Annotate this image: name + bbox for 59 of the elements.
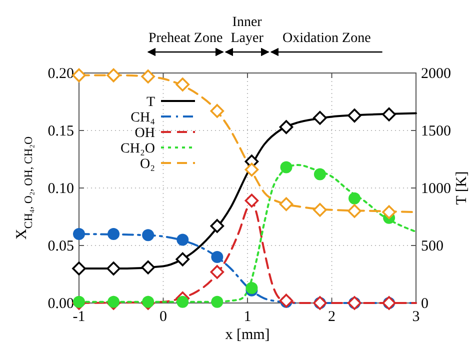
y-tick-label: 0.10 <box>48 181 74 197</box>
point <box>73 228 85 240</box>
point <box>244 194 259 208</box>
point <box>211 251 224 263</box>
text: Preheat Zone <box>148 31 223 46</box>
legend-label: O₂ <box>140 157 156 172</box>
point <box>313 202 327 217</box>
point <box>106 262 120 276</box>
point <box>72 68 86 82</box>
point <box>141 260 155 274</box>
point <box>142 229 154 242</box>
point <box>279 197 294 211</box>
point <box>141 70 155 84</box>
legend-label: OH <box>134 126 155 141</box>
point <box>211 296 224 308</box>
text: Inner Layer <box>230 15 264 46</box>
point <box>348 204 362 218</box>
point <box>382 108 396 122</box>
x-axis-title: x [mm] <box>225 327 270 342</box>
y-tick-label: 0.00 <box>48 296 74 312</box>
point <box>73 296 85 308</box>
point <box>382 205 396 220</box>
y2-tick-label: 500 <box>421 238 444 254</box>
y2-tick-label: 0 <box>421 296 428 312</box>
y2-tick-label: 1500 <box>421 124 451 140</box>
point <box>176 234 189 246</box>
point <box>176 252 190 266</box>
point <box>142 296 154 308</box>
legend-label: CH₄ <box>130 110 156 126</box>
point <box>210 265 224 279</box>
point <box>280 161 292 174</box>
point <box>348 108 362 122</box>
point <box>108 296 120 308</box>
point <box>348 192 360 204</box>
legend-label: T <box>146 95 156 110</box>
x-tick-label: 2 <box>328 309 336 325</box>
point <box>176 78 190 92</box>
x-tick-label: 1 <box>244 309 252 325</box>
y-tick-label: 0.20 <box>48 66 74 82</box>
y-tick-label: 0.05 <box>48 238 74 254</box>
point <box>210 219 224 233</box>
point <box>244 162 259 176</box>
x-tick-label: 0 <box>160 309 167 325</box>
y2-tick-label: 2000 <box>421 66 451 82</box>
x-tick-label: -1 <box>72 309 86 325</box>
y2-tick-label: 1000 <box>421 181 451 197</box>
y2-axis-title: T [K] <box>454 171 470 205</box>
legend-label: CH₂O <box>120 142 155 156</box>
point <box>313 110 327 125</box>
x-tick-label: 3 <box>412 309 420 325</box>
y-tick-label: 0.15 <box>48 124 74 140</box>
point <box>72 262 86 276</box>
text: Oxidation Zone <box>282 31 371 46</box>
point <box>176 296 189 308</box>
point <box>106 68 120 82</box>
point <box>314 168 326 180</box>
point <box>279 120 294 134</box>
point <box>108 228 120 240</box>
point <box>210 104 224 118</box>
